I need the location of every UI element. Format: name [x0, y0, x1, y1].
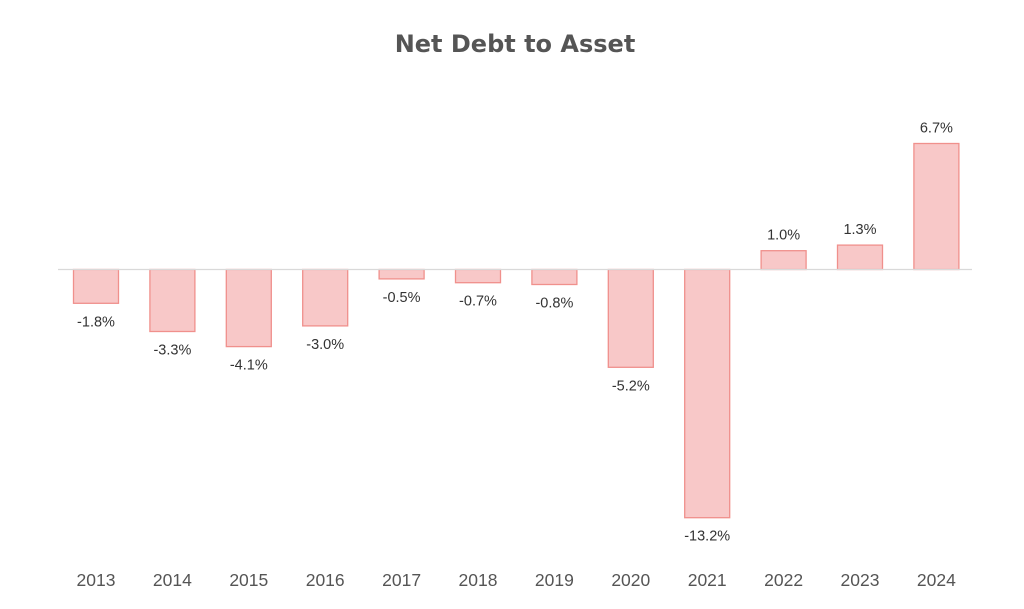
bar-2023	[836, 244, 884, 271]
x-tick-label-2019: 2019	[535, 570, 574, 590]
data-label-2018: -0.7%	[459, 294, 497, 310]
bar-2016	[302, 268, 349, 327]
bar-2014	[149, 268, 196, 333]
data-label-2024: 6.7%	[920, 121, 953, 137]
bar-2015	[225, 268, 272, 348]
data-label-2016: -3.0%	[306, 337, 344, 353]
x-tick-label-2014: 2014	[153, 570, 192, 590]
x-tick-label-2024: 2024	[917, 570, 956, 590]
bar-2020	[607, 268, 654, 368]
x-tick-label-2022: 2022	[764, 570, 803, 590]
bar-2017	[378, 268, 425, 280]
bar-2022	[760, 250, 807, 271]
data-label-2022: 1.0%	[767, 228, 800, 244]
x-tick-label-2017: 2017	[382, 570, 421, 590]
bars-layer	[72, 142, 960, 519]
x-tick-label-2016: 2016	[306, 570, 345, 590]
bar-2013	[72, 268, 120, 304]
data-labels-layer: -1.8% -3.3% -4.1% -3.0% -0.5% -0.7% -0.8% -5.2%…	[77, 121, 953, 545]
data-label-2019: -0.8%	[535, 296, 573, 312]
x-tick-label-2015: 2015	[229, 570, 268, 590]
data-label-2023: 1.3%	[843, 222, 876, 238]
x-tick-label-2023: 2023	[841, 570, 880, 590]
chart-title: Net Debt to Asset	[395, 30, 636, 58]
bar-2019	[531, 268, 578, 286]
data-label-2013: -1.8%	[77, 314, 115, 330]
data-label-2014: -3.3%	[153, 343, 191, 359]
x-axis-tick-labels: 2013 2014 2015 2016 2017 2018 2019 2020 2021 2022…	[77, 570, 957, 590]
x-tick-label-2018: 2018	[459, 570, 498, 590]
data-label-2021: -13.2%	[684, 529, 730, 545]
x-tick-label-2013: 2013	[77, 570, 116, 590]
data-label-2017: -0.5%	[383, 290, 421, 306]
x-tick-label-2020: 2020	[611, 570, 650, 590]
bar-2018	[454, 268, 502, 284]
x-tick-label-2021: 2021	[688, 570, 727, 590]
data-label-2020: -5.2%	[612, 378, 650, 394]
bar-2021	[684, 268, 731, 519]
data-label-2015: -4.1%	[230, 358, 268, 374]
bar-2024	[913, 142, 960, 271]
